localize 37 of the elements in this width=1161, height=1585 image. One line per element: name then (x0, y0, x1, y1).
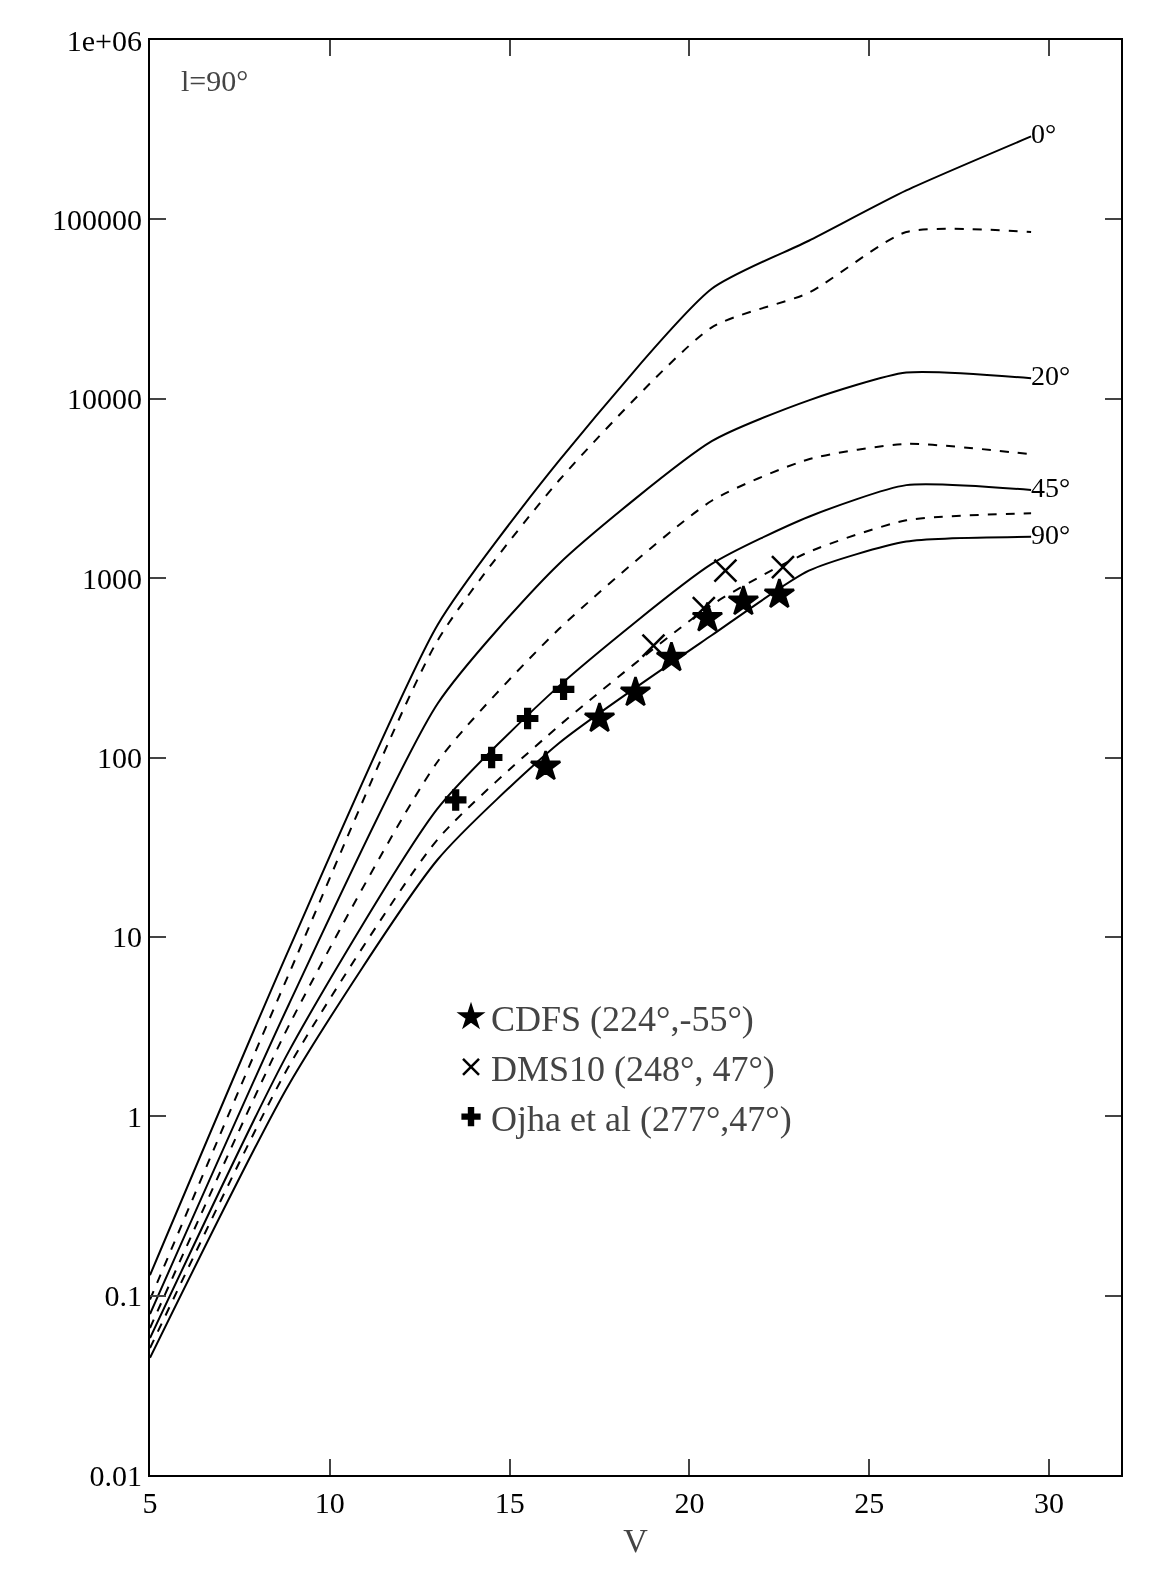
point (727, 584, 760, 616)
point (619, 675, 652, 707)
y-tick-label: 10000 (67, 382, 142, 416)
y-tick-label: 1e+06 (66, 23, 142, 57)
point (763, 577, 796, 609)
x-tick-label: 5 (142, 1486, 158, 1519)
y-tick-label: 0.1 (104, 1279, 142, 1313)
x-tick-label: 25 (854, 1486, 885, 1519)
legend-label: Ojha et al (277°,47°) (491, 1098, 792, 1139)
y-tick-label: 100 (97, 741, 142, 774)
x-tick-label: 20 (674, 1486, 705, 1519)
x-axis-title: V (623, 1521, 649, 1559)
series-label: 90° (1031, 518, 1071, 550)
y-tick-label: 0.01 (89, 1458, 142, 1492)
point (480, 746, 503, 769)
annotation: l=90° (181, 64, 249, 97)
point (655, 641, 688, 672)
series-label: 45° (1031, 471, 1071, 503)
point (713, 558, 738, 583)
point (641, 633, 666, 658)
legend-label: DMS10 (248°, 47°) (491, 1048, 775, 1089)
x-tick-label: 10 (314, 1486, 345, 1519)
x-tick-label: 30 (1034, 1486, 1065, 1519)
series-label: 20° (1031, 360, 1071, 392)
legend-label: CDFS (224°,-55°) (491, 999, 754, 1040)
y-tick-label: 1 (127, 1099, 142, 1133)
point (552, 678, 575, 701)
series-label: 0° (1031, 118, 1057, 150)
point (583, 701, 616, 733)
y-tick-label: 100000 (52, 202, 142, 236)
x-tick-label: 15 (494, 1486, 525, 1519)
y-tick-label: 10 (112, 920, 142, 954)
y-tick-label: 1000 (82, 561, 142, 595)
point (770, 554, 796, 580)
point (444, 789, 467, 811)
point (529, 749, 562, 781)
point (516, 707, 539, 730)
